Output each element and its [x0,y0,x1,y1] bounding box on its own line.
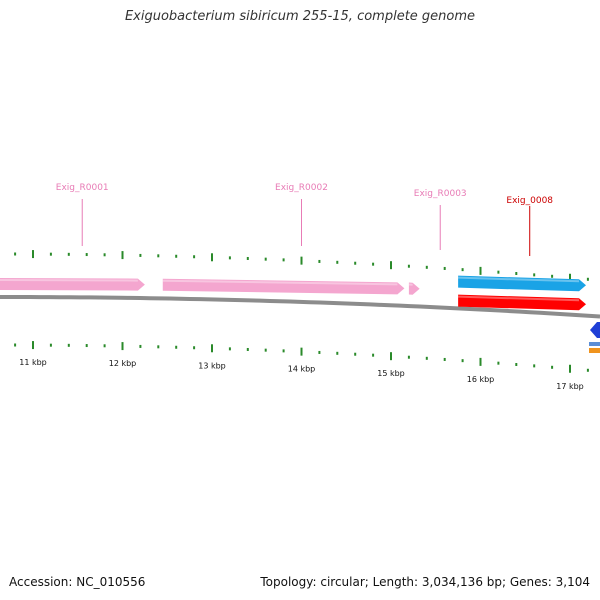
scale-label: 11 kbp [19,358,47,367]
gene-label: Exig_0008 [506,196,553,206]
feature-track [0,275,586,311]
gene-label: Exig_R0002 [275,183,328,193]
scale-labels: 11 kbp 12 kbp 13 kbp 14 kbp 15 kbp 16 kbp 17 k… [19,358,584,391]
scale-label: 12 kbp [109,359,137,368]
partial-features [589,322,600,353]
scale-label: 16 kbp [467,375,495,384]
rrna-arrow [408,282,420,295]
genome-summary: Topology: circular; Length: 3,034,136 bp… [260,575,590,589]
genome-backbone [0,294,600,319]
partial-gene-bar [589,348,600,353]
scale-label: 13 kbp [198,361,226,370]
partial-gene-arrow [590,322,600,338]
arrow-highlight [458,276,580,283]
scale-label: 17 kbp [556,382,584,391]
rrna-arrow [162,278,405,295]
feature-labels: Exig_R0001 Exig_R0002 Exig_R0003 Exig_0008 [56,183,553,256]
accession-text: Accession: NC_010556 [9,575,146,589]
gene-label: Exig_R0001 [56,183,109,193]
arrow-highlight [458,295,580,302]
scale-label: 14 kbp [288,365,316,374]
cds-arrow [458,275,586,292]
rrna-arrow [0,278,145,291]
partial-gene-bar [589,342,600,346]
map-title: Exiguobacterium sibiricum 255-15, comple… [124,9,476,24]
tick-marks-top [14,250,589,282]
gene-label: Exig_R0003 [414,189,467,199]
scale-label: 15 kbp [377,369,405,378]
arrow-highlight [162,279,398,286]
tick-marks-bottom [14,341,589,373]
arrow-highlight [0,279,138,282]
cds-arrow [458,294,586,311]
